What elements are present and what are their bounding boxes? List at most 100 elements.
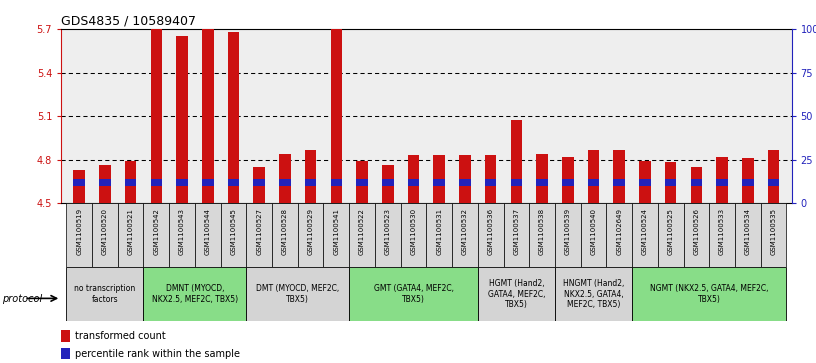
Text: protocol: protocol	[2, 294, 42, 305]
Text: NGMT (NKX2.5, GATA4, MEF2C,
TBX5): NGMT (NKX2.5, GATA4, MEF2C, TBX5)	[650, 284, 769, 304]
Bar	[305, 150, 317, 203]
Text: GSM1100529: GSM1100529	[308, 208, 313, 255]
Bar	[761, 203, 787, 267]
Bar	[279, 179, 290, 186]
Bar	[151, 29, 162, 203]
Bar	[665, 162, 676, 203]
Bar	[716, 179, 728, 186]
Bar	[588, 179, 599, 186]
Text: percentile rank within the sample: percentile rank within the sample	[75, 348, 241, 359]
Bar	[426, 203, 452, 267]
Bar	[503, 203, 530, 267]
Bar	[254, 179, 265, 186]
Bar	[61, 348, 70, 359]
Text: GSM1100521: GSM1100521	[127, 208, 134, 255]
Bar	[305, 179, 317, 186]
Bar	[530, 203, 555, 267]
Bar	[658, 203, 684, 267]
Bar	[99, 179, 111, 186]
Text: GSM1100535: GSM1100535	[770, 208, 777, 255]
Bar	[581, 203, 606, 267]
Text: GSM1100527: GSM1100527	[256, 208, 262, 255]
Bar	[768, 179, 779, 186]
Bar	[92, 203, 118, 267]
Bar	[588, 150, 599, 203]
Text: GSM1100522: GSM1100522	[359, 208, 365, 255]
Bar	[66, 267, 144, 321]
Bar	[606, 203, 632, 267]
Text: GSM1100523: GSM1100523	[385, 208, 391, 255]
Bar	[768, 150, 779, 203]
Bar	[401, 203, 426, 267]
Bar	[61, 330, 70, 342]
Bar	[144, 267, 246, 321]
Text: GSM1100530: GSM1100530	[410, 208, 416, 256]
Bar	[220, 203, 246, 267]
Bar	[632, 267, 787, 321]
Bar	[195, 203, 220, 267]
Text: GSM1100519: GSM1100519	[76, 208, 82, 256]
Bar	[485, 179, 496, 186]
Text: GSM1100528: GSM1100528	[282, 208, 288, 255]
Text: DMNT (MYOCD,
NKX2.5, MEF2C, TBX5): DMNT (MYOCD, NKX2.5, MEF2C, TBX5)	[152, 284, 238, 304]
Bar	[433, 155, 445, 203]
Bar	[408, 179, 419, 186]
Text: GSM1100526: GSM1100526	[694, 208, 699, 255]
Bar	[735, 203, 761, 267]
Text: GSM1100531: GSM1100531	[437, 208, 442, 256]
Text: GSM1100534: GSM1100534	[745, 208, 751, 255]
Text: GSM1100543: GSM1100543	[179, 208, 185, 255]
Bar	[272, 203, 298, 267]
Bar	[690, 179, 702, 186]
Bar	[357, 161, 368, 203]
Bar	[66, 203, 92, 267]
Text: no transcription
factors: no transcription factors	[74, 284, 135, 304]
Bar	[254, 167, 265, 203]
Bar	[228, 32, 239, 203]
Bar	[639, 161, 650, 203]
Bar	[562, 179, 574, 186]
Text: GSM1100520: GSM1100520	[102, 208, 108, 255]
Bar	[614, 179, 625, 186]
Bar	[279, 154, 290, 203]
Bar	[459, 179, 471, 186]
Text: HNGMT (Hand2,
NKX2.5, GATA4,
MEF2C, TBX5): HNGMT (Hand2, NKX2.5, GATA4, MEF2C, TBX5…	[563, 279, 624, 309]
Bar	[382, 165, 393, 203]
Text: HGMT (Hand2,
GATA4, MEF2C,
TBX5): HGMT (Hand2, GATA4, MEF2C, TBX5)	[488, 279, 545, 309]
Bar	[298, 203, 323, 267]
Bar	[536, 179, 548, 186]
Bar	[382, 179, 393, 186]
Bar	[485, 155, 496, 203]
Bar	[716, 157, 728, 203]
Bar	[323, 203, 349, 267]
Text: GSM1100532: GSM1100532	[462, 208, 468, 255]
Bar	[73, 179, 85, 186]
Bar	[349, 267, 478, 321]
Bar	[246, 267, 349, 321]
Bar	[562, 157, 574, 203]
Bar	[459, 155, 471, 203]
Bar	[144, 203, 169, 267]
Text: GSM1100536: GSM1100536	[488, 208, 494, 256]
Text: GSM1100541: GSM1100541	[334, 208, 339, 255]
Bar	[330, 179, 342, 186]
Text: GSM1100525: GSM1100525	[667, 208, 674, 255]
Text: GSM1100542: GSM1100542	[153, 208, 159, 255]
Text: GSM1100540: GSM1100540	[591, 208, 596, 255]
Bar	[555, 203, 581, 267]
Text: GSM1100533: GSM1100533	[719, 208, 725, 256]
Bar	[246, 203, 272, 267]
Bar	[665, 179, 676, 186]
Bar	[632, 203, 658, 267]
Bar	[452, 203, 478, 267]
Bar	[118, 203, 144, 267]
Bar	[614, 150, 625, 203]
Text: GSM1100524: GSM1100524	[642, 208, 648, 255]
Bar	[73, 170, 85, 203]
Text: DMT (MYOCD, MEF2C,
TBX5): DMT (MYOCD, MEF2C, TBX5)	[256, 284, 339, 304]
Bar	[555, 267, 632, 321]
Bar	[125, 161, 136, 203]
Text: GSM1100544: GSM1100544	[205, 208, 211, 255]
Bar	[202, 179, 214, 186]
Bar	[330, 29, 342, 203]
